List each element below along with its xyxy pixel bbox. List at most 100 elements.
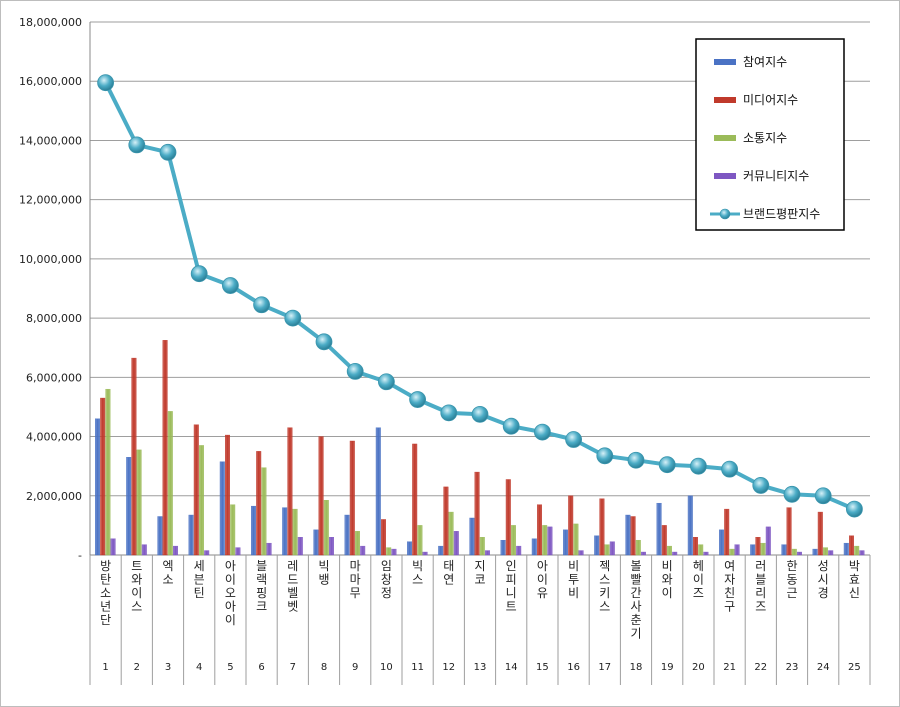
bar-1-10 — [412, 443, 418, 556]
bar-2-0 — [105, 388, 111, 556]
bar-1-16 — [599, 498, 605, 556]
bar-3-13 — [516, 545, 522, 556]
bar-3-24 — [859, 550, 865, 556]
bar-0-7 — [313, 529, 319, 556]
y-tick-label: 18,000,000 — [19, 16, 82, 29]
bar-0-24 — [843, 542, 849, 556]
bar-3-9 — [391, 548, 397, 556]
bar-3-3 — [204, 550, 210, 556]
rank-label: 17 — [598, 662, 611, 673]
line-point-12 — [471, 405, 489, 423]
rank-label: 20 — [692, 662, 705, 673]
bar-0-22 — [781, 544, 787, 556]
bar-2-17 — [635, 539, 641, 556]
y-tick-label: 8,000,000 — [26, 312, 82, 325]
bar-0-1 — [126, 457, 132, 556]
y-tick-label: - — [78, 549, 82, 562]
bar-2-4 — [230, 504, 236, 556]
rank-label: 2 — [134, 662, 140, 673]
rank-label: 14 — [505, 662, 518, 673]
line-point-17 — [627, 451, 645, 469]
rank-label: 11 — [411, 662, 424, 673]
rank-label: 3 — [165, 662, 171, 673]
bar-2-22 — [791, 548, 797, 556]
line-point-21 — [752, 477, 770, 494]
bar-2-15 — [573, 523, 579, 556]
y-tick-label: 6,000,000 — [26, 371, 82, 384]
bar-0-8 — [344, 514, 350, 556]
rank-label: 5 — [227, 662, 233, 673]
legend-label-1: 미디어지수 — [743, 93, 798, 107]
line-point-18 — [658, 456, 676, 474]
bar-3-14 — [547, 526, 553, 556]
bar-1-3 — [193, 424, 199, 556]
bar-2-6 — [292, 508, 298, 556]
bar-3-17 — [641, 551, 647, 556]
line-point-14 — [534, 423, 551, 441]
rank-label: 23 — [786, 662, 799, 673]
bar-2-11 — [448, 511, 454, 556]
bar-0-11 — [438, 545, 444, 556]
legend-label-3: 커뮤니티지수 — [743, 169, 809, 183]
category-labels: 방 탄 소 년 단 1 트 와 이 스 2 엑 소 3 세 븐 틴 4 아 이 오 아 이 5 블 랙 핑 크 6 레 드 벨 벳 7 빅 뱅 8 마 마 무… — [100, 559, 861, 673]
bar-1-7 — [318, 436, 324, 556]
bar-2-16 — [604, 544, 610, 556]
rank-label: 19 — [661, 662, 674, 673]
legend-label-0: 참여지수 — [743, 55, 787, 69]
bar-0-9 — [375, 427, 381, 556]
rank-label: 18 — [630, 662, 643, 673]
line-point-20 — [721, 460, 738, 478]
line-point-24 — [846, 500, 863, 518]
line-point-2 — [159, 143, 177, 161]
line-point-15 — [565, 431, 582, 448]
legend-swatch-2 — [714, 135, 736, 141]
bar-2-10 — [417, 525, 423, 556]
line-point-19 — [690, 457, 707, 475]
rank-label: 13 — [474, 662, 487, 673]
bar-1-0 — [100, 397, 106, 556]
y-tick-label: 2,000,000 — [26, 490, 82, 503]
rank-label: 24 — [817, 662, 830, 673]
y-tick-label: 16,000,000 — [19, 75, 82, 88]
rank-label: 15 — [536, 662, 549, 673]
bar-2-18 — [667, 545, 673, 556]
bar-0-14 — [531, 538, 537, 556]
bar-1-1 — [131, 357, 137, 556]
bar-0-3 — [188, 514, 194, 556]
bar-3-23 — [828, 550, 834, 556]
bar-3-16 — [609, 541, 615, 556]
bar-2-13 — [511, 525, 517, 556]
legend-label-4: 브랜드평판지수 — [743, 207, 820, 221]
bar-0-12 — [469, 517, 475, 556]
bar-1-23 — [817, 511, 823, 556]
legend-marker — [719, 208, 731, 220]
bar-0-21 — [750, 544, 756, 556]
bar-1-22 — [786, 507, 792, 556]
rank-label: 25 — [848, 662, 861, 673]
rank-label: 22 — [754, 662, 767, 673]
bar-1-17 — [630, 516, 636, 556]
bar-1-2 — [162, 340, 168, 556]
bar-2-1 — [136, 449, 142, 556]
bar-2-8 — [355, 531, 361, 556]
bar-2-5 — [261, 467, 267, 556]
line-point-4 — [221, 277, 239, 294]
bar-1-12 — [474, 471, 480, 556]
bar-1-19 — [693, 537, 699, 556]
legend-swatch-3 — [714, 173, 736, 179]
bar-1-9 — [381, 519, 387, 556]
bar-0-0 — [94, 418, 100, 556]
